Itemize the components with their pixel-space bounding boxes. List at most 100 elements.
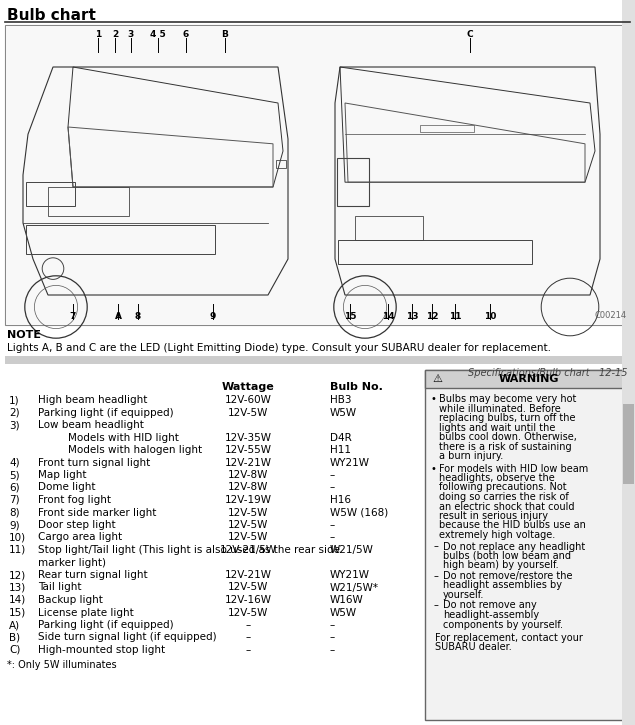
Text: Tail light: Tail light <box>38 582 81 592</box>
Text: –: – <box>330 483 335 492</box>
Text: bulbs (both low beam and: bulbs (both low beam and <box>443 551 571 561</box>
Text: 7: 7 <box>70 312 76 321</box>
Text: Front fog light: Front fog light <box>38 495 111 505</box>
Text: 13): 13) <box>9 582 26 592</box>
Text: headlights, observe the: headlights, observe the <box>439 473 555 483</box>
Text: replacing bulbs, turn off the: replacing bulbs, turn off the <box>439 413 575 423</box>
Text: H16: H16 <box>330 495 351 505</box>
Text: 12V-19W: 12V-19W <box>225 495 272 505</box>
Text: 12V-35W: 12V-35W <box>225 433 272 442</box>
Text: 1: 1 <box>95 30 101 39</box>
Text: B): B) <box>9 632 20 642</box>
Text: WARNING: WARNING <box>498 374 559 384</box>
Text: WY21W: WY21W <box>330 457 370 468</box>
Text: 12V-5W: 12V-5W <box>228 532 268 542</box>
Text: 12V-5W: 12V-5W <box>228 407 268 418</box>
Text: 12V-21/5W: 12V-21/5W <box>220 545 277 555</box>
Text: High beam headlight: High beam headlight <box>38 395 147 405</box>
Text: components by yourself.: components by yourself. <box>443 619 563 629</box>
Text: –: – <box>330 532 335 542</box>
Text: high beam) by yourself.: high beam) by yourself. <box>443 560 559 571</box>
Text: marker light): marker light) <box>38 558 106 568</box>
Text: 12V-55W: 12V-55W <box>225 445 272 455</box>
Text: an electric shock that could: an electric shock that could <box>439 502 575 512</box>
Text: 12V-21W: 12V-21W <box>225 457 272 468</box>
Text: 11): 11) <box>9 545 26 555</box>
Text: Do not remove/restore the: Do not remove/restore the <box>443 571 573 581</box>
Text: 9: 9 <box>210 312 216 321</box>
Text: 12V-5W: 12V-5W <box>228 608 268 618</box>
Text: 10): 10) <box>9 532 26 542</box>
Text: 1): 1) <box>9 395 20 405</box>
Text: Map light: Map light <box>38 470 86 480</box>
Bar <box>5 356 630 364</box>
Text: result in serious injury: result in serious injury <box>439 511 548 521</box>
Text: B: B <box>222 30 229 39</box>
Text: A: A <box>114 312 121 321</box>
Text: •: • <box>431 463 437 473</box>
Text: yourself.: yourself. <box>443 590 485 600</box>
Text: Backup light: Backup light <box>38 595 103 605</box>
Text: 12V-8W: 12V-8W <box>228 483 268 492</box>
Text: Do not remove any: Do not remove any <box>443 600 537 610</box>
Text: 15: 15 <box>344 312 356 321</box>
Text: –: – <box>434 600 439 610</box>
Text: Parking light (if equipped): Parking light (if equipped) <box>38 407 173 418</box>
Text: there is a risk of sustaining: there is a risk of sustaining <box>439 442 572 452</box>
Text: D4R: D4R <box>330 433 352 442</box>
Bar <box>48 187 129 216</box>
Text: 12V-5W: 12V-5W <box>228 520 268 530</box>
Text: Parking light (if equipped): Parking light (if equipped) <box>38 620 173 630</box>
Text: 12V-21W: 12V-21W <box>225 570 272 580</box>
Text: –: – <box>245 632 251 642</box>
Text: –: – <box>330 632 335 642</box>
Text: –: – <box>245 620 251 630</box>
Text: –: – <box>330 470 335 480</box>
Text: Do not replace any headlight: Do not replace any headlight <box>443 542 585 552</box>
Text: 5): 5) <box>9 470 20 480</box>
Text: Wattage: Wattage <box>222 382 274 392</box>
Text: 4 5: 4 5 <box>150 30 166 39</box>
Text: 2): 2) <box>9 407 20 418</box>
Text: 12V-16W: 12V-16W <box>225 595 272 605</box>
Text: following precautions. Not: following precautions. Not <box>439 483 566 492</box>
Text: High-mounted stop light: High-mounted stop light <box>38 645 165 655</box>
Text: –: – <box>330 620 335 630</box>
Text: •: • <box>431 394 437 404</box>
Text: Models with halogen light: Models with halogen light <box>68 445 202 455</box>
Text: 12V-5W: 12V-5W <box>228 582 268 592</box>
Bar <box>26 225 215 254</box>
Text: ⚠: ⚠ <box>432 374 442 384</box>
Text: C: C <box>467 30 473 39</box>
Text: 11: 11 <box>449 312 461 321</box>
Text: A): A) <box>9 620 20 630</box>
Text: headlight assemblies by: headlight assemblies by <box>443 581 562 590</box>
Text: 10: 10 <box>484 312 496 321</box>
Bar <box>355 216 422 240</box>
Text: 8: 8 <box>135 312 141 321</box>
Text: lights and wait until the: lights and wait until the <box>439 423 556 433</box>
Text: while illuminated. Before: while illuminated. Before <box>439 404 561 413</box>
Text: SUBARU dealer.: SUBARU dealer. <box>435 642 512 652</box>
Text: C): C) <box>9 645 20 655</box>
Text: HB3: HB3 <box>330 395 352 405</box>
Bar <box>622 0 635 725</box>
Text: Models with HID light: Models with HID light <box>68 433 179 442</box>
Text: 7): 7) <box>9 495 20 505</box>
Text: W21/5W: W21/5W <box>330 545 374 555</box>
Bar <box>338 240 532 264</box>
Text: Door step light: Door step light <box>38 520 116 530</box>
Text: 9): 9) <box>9 520 20 530</box>
Text: 6: 6 <box>183 30 189 39</box>
Text: Specifications/Bulb chart   12-15: Specifications/Bulb chart 12-15 <box>467 368 627 378</box>
Text: C00214: C00214 <box>595 311 627 320</box>
Text: Dome light: Dome light <box>38 483 95 492</box>
Text: 3: 3 <box>128 30 134 39</box>
Bar <box>5 25 630 325</box>
Text: 15): 15) <box>9 608 26 618</box>
Text: WY21W: WY21W <box>330 570 370 580</box>
Text: 8): 8) <box>9 507 20 518</box>
Text: –: – <box>330 645 335 655</box>
Text: Front side marker light: Front side marker light <box>38 507 156 518</box>
Text: Rear turn signal light: Rear turn signal light <box>38 570 147 580</box>
